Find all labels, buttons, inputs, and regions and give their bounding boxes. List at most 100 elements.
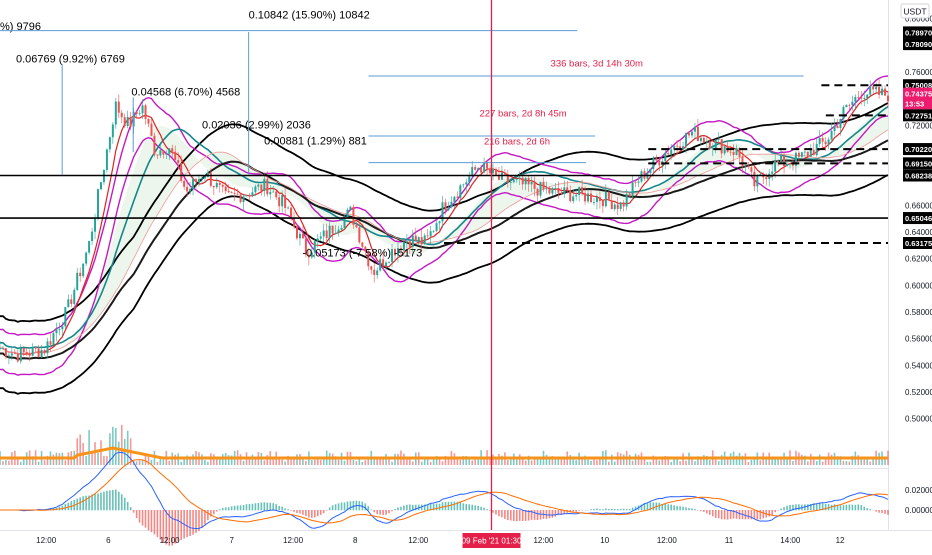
- volume-bar: [112, 427, 114, 465]
- price-tag[interactable]: 0.63175: [903, 237, 932, 249]
- measurement-label[interactable]: 227 bars, 2d 8h 45m: [480, 109, 567, 120]
- candle-body: [807, 152, 809, 157]
- macd-histogram-bar: [82, 496, 84, 510]
- macd-histogram-bar: [284, 508, 286, 510]
- candle-body: [335, 233, 337, 234]
- macd-histogram-bar: [436, 504, 438, 511]
- price-tag[interactable]: 13:53: [903, 97, 932, 109]
- macd-histogram-bar: [382, 510, 384, 515]
- measurement-label[interactable]: 0.10842 (15.90%) 10842: [249, 10, 370, 22]
- macd-histogram-bar: [816, 503, 818, 510]
- macd-histogram-bar: [136, 510, 138, 518]
- price-tag[interactable]: 0.72751: [903, 109, 932, 121]
- price-tag[interactable]: 0.65046: [903, 212, 932, 224]
- volume-bar: [670, 462, 672, 465]
- candle-body: [572, 196, 574, 201]
- candle-body: [204, 177, 206, 178]
- macd-histogram-bar: [341, 502, 343, 510]
- candle-body: [52, 333, 54, 344]
- candle-body: [676, 146, 678, 147]
- volume-bar: [216, 459, 218, 465]
- candle-body: [269, 192, 271, 194]
- macd-histogram-bar: [849, 504, 851, 510]
- measurement-label[interactable]: 0.04568 (6.70%) 4568: [131, 86, 240, 98]
- measurement-label[interactable]: 0.06769 (9.92%) 6769: [16, 54, 125, 66]
- candle-body: [569, 190, 571, 201]
- macd-histogram-bar: [373, 510, 375, 512]
- candle-body: [231, 192, 233, 193]
- candle-body: [0, 348, 1, 349]
- candle-body: [228, 191, 230, 192]
- candle-body: [373, 270, 375, 275]
- price-tag[interactable]: 0.69150: [903, 157, 932, 169]
- macd-histogram-bar: [252, 504, 254, 510]
- macd-histogram-bar: [133, 510, 135, 513]
- macd-histogram-bar: [477, 506, 479, 510]
- candle-body: [85, 253, 87, 264]
- candle-body: [453, 197, 455, 202]
- volume-bar: [869, 462, 871, 465]
- macd-histogram-bar: [653, 502, 655, 510]
- volume-bar: [751, 460, 753, 465]
- candle-body: [254, 186, 256, 192]
- macd-histogram-bar: [314, 510, 316, 517]
- volume-bar: [338, 460, 340, 465]
- candle-body: [257, 185, 259, 187]
- price-tag[interactable]: 0.68238: [903, 169, 932, 181]
- candle-body: [168, 148, 170, 154]
- price-tag-label: 0.74375: [905, 90, 932, 99]
- candle-body: [810, 150, 812, 157]
- price-tag[interactable]: 0.70220: [903, 143, 932, 155]
- price-tag[interactable]: 0.78970: [903, 26, 932, 38]
- candle-body: [183, 181, 185, 187]
- candle-body: [834, 126, 836, 131]
- candle-body: [358, 227, 360, 242]
- macd-histogram-bar: [599, 509, 601, 510]
- volume-bar: [272, 459, 274, 465]
- volume-bar: [816, 461, 818, 465]
- measurement-label[interactable]: 216 bars, 2d 6h: [484, 137, 550, 148]
- candle-body: [287, 208, 289, 209]
- y-axis-tick-label: 0.52000: [905, 388, 932, 397]
- candle-body: [884, 89, 886, 96]
- x-axis-tick-label: 12:00: [36, 536, 57, 545]
- currency-label[interactable]: USDT: [903, 7, 926, 17]
- macd-histogram-bar: [887, 510, 889, 515]
- volume-bar: [44, 460, 46, 465]
- macd-histogram-bar: [602, 509, 604, 510]
- macd-histogram-bar: [875, 510, 877, 512]
- candle-body: [293, 218, 295, 226]
- candle-body: [222, 185, 224, 187]
- macd-histogram-bar: [400, 507, 402, 511]
- candle-body: [213, 186, 215, 187]
- measurement-label[interactable]: 0.00881 (1.29%) 881: [264, 136, 367, 148]
- macd-histogram-bar: [501, 510, 503, 517]
- volume-bar: [252, 455, 254, 465]
- macd-histogram-bar: [840, 505, 842, 510]
- measurement-label[interactable]: 0.02036 (2.99%) 2036: [202, 120, 311, 132]
- price-tag-label: 13:53: [905, 99, 924, 108]
- volume-bar: [650, 462, 652, 465]
- macd-histogram-bar: [388, 510, 390, 513]
- measurement-label[interactable]: %) 9796: [0, 21, 41, 33]
- volume-bar: [127, 431, 129, 465]
- price-tag[interactable]: 0.78090: [903, 38, 932, 50]
- macd-histogram-bar: [335, 504, 337, 510]
- candle-body: [620, 202, 622, 208]
- measurement-label[interactable]: 336 bars, 3d 14h 30m: [551, 59, 644, 70]
- volume-bar: [264, 460, 266, 465]
- candle-body: [427, 235, 429, 236]
- macd-histogram-bar: [679, 506, 681, 510]
- candle-body: [513, 180, 515, 183]
- macd-histogram-bar: [623, 509, 625, 511]
- volume-bar: [353, 460, 355, 465]
- candle-body: [162, 150, 164, 154]
- macd-histogram-bar: [664, 504, 666, 511]
- measurement-label[interactable]: -0.05173 (-7.58%) -5173: [302, 248, 422, 260]
- candle-body: [139, 113, 141, 114]
- candle-body: [747, 166, 749, 167]
- macd-histogram-bar: [670, 505, 672, 511]
- volume-bar: [79, 435, 81, 465]
